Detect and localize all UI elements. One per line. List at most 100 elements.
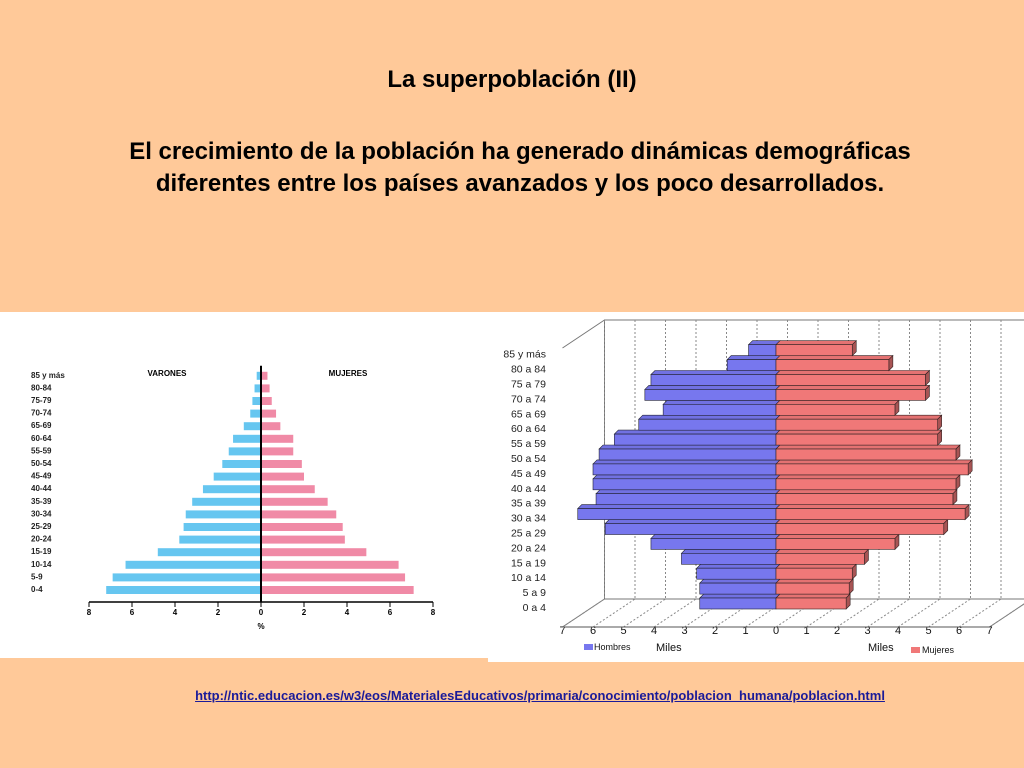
- floor-grid-right: [958, 598, 1002, 628]
- floor-edge-right: [989, 603, 1024, 628]
- x-axis-title-right-right: Miles: [868, 642, 894, 654]
- age-label-left: 5-9: [31, 572, 43, 581]
- female-bar-top-right: [775, 355, 894, 360]
- female-bar-top-right: [775, 340, 857, 346]
- female-bar-top-right: [775, 563, 857, 569]
- age-label-right: 5 a 9: [523, 587, 547, 599]
- floor-grid-right: [745, 598, 788, 628]
- female-bar-top-right: [775, 504, 970, 509]
- female-bar-left: [261, 384, 270, 393]
- male-bar-left: [213, 472, 261, 481]
- male-bar-top-right: [662, 400, 781, 405]
- age-label-left: 60-64: [31, 434, 52, 443]
- floor-grid-right: [714, 598, 758, 628]
- male-bar-left: [202, 485, 261, 494]
- female-bar-left: [261, 548, 367, 557]
- age-label-right: 55 a 59: [511, 438, 546, 450]
- female-bar-right: [775, 463, 969, 476]
- age-label-left: 35-39: [31, 497, 52, 506]
- floor-grid-right: [897, 598, 941, 628]
- floor-grid-right: [775, 598, 819, 628]
- female-bar-top-right: [775, 429, 943, 435]
- age-label-left: 15-19: [31, 547, 52, 556]
- female-bar-left: [261, 422, 281, 431]
- source-link-container: http://ntic.educacion.es/w3/eos/Material…: [0, 688, 1024, 703]
- male-bar-left: [228, 447, 261, 456]
- male-bar-right: [726, 359, 777, 371]
- age-label-right: 60 a 64: [511, 423, 546, 435]
- female-bar-right: [775, 493, 954, 505]
- female-bar-right: [775, 582, 850, 595]
- female-bar-right: [775, 597, 847, 610]
- male-bar-left: [256, 371, 261, 380]
- age-label-right: 45 a 49: [511, 468, 546, 480]
- male-bar-left: [125, 560, 261, 569]
- male-bar-right: [650, 374, 777, 386]
- male-bar-top-right: [598, 444, 781, 450]
- x-tick-label-right: 3: [864, 625, 870, 637]
- source-link[interactable]: http://ntic.educacion.es/w3/eos/Material…: [195, 688, 885, 703]
- male-bar-top-right: [577, 504, 781, 509]
- x-tick-label-right: 0: [773, 625, 779, 637]
- male-bar-top-right: [680, 549, 781, 554]
- x-tick-label-right: 1: [742, 625, 748, 637]
- female-bar-right: [775, 508, 966, 520]
- floor-grid-right: [562, 598, 605, 628]
- female-bar-left: [261, 586, 414, 594]
- male-bar-right: [681, 553, 777, 565]
- female-bar-top-right: [775, 549, 870, 554]
- x-tick-label-right: 1: [803, 625, 809, 637]
- male-bar-right: [592, 478, 777, 491]
- age-label-right: 65 a 69: [511, 408, 546, 420]
- male-bar-left: [157, 548, 261, 557]
- legend-varones: VARONES: [148, 369, 188, 378]
- x-tick-label-right: 4: [895, 625, 901, 637]
- male-bar-left: [254, 384, 261, 393]
- female-bar-top-right: [775, 385, 931, 390]
- male-bar-right: [614, 433, 777, 446]
- age-label-right: 50 a 54: [511, 453, 546, 465]
- x-tick-label-right: 2: [834, 625, 840, 637]
- legend-hombres: Hombres: [594, 642, 631, 652]
- female-bar-right: [775, 538, 896, 550]
- male-bar-right: [650, 538, 777, 550]
- left-chart-panel: 0-4 5-9 10-14 15-19 20-24 25-29 30-34 35-39 40-4…: [0, 312, 488, 658]
- slide-subtitle: El crecimiento de la población ha genera…: [129, 138, 911, 197]
- x-tick-label-left: 0: [259, 608, 264, 617]
- floor-grid-right: [806, 598, 849, 628]
- male-bar-top-right: [695, 563, 781, 569]
- x-tick-label-right: 5: [925, 625, 931, 637]
- male-bar-top-right: [650, 370, 781, 375]
- female-bar-right: [775, 448, 957, 461]
- male-bar-top-right: [604, 519, 781, 524]
- male-bar-right: [595, 493, 777, 505]
- female-bar-top-right: [775, 370, 931, 375]
- right-chart-panel: 7 6 5 4 3 2 1 0 1 2 3 4 5 6 7 0 a 4 5 a 9 10 a 14 15 a 19 2…: [488, 312, 1024, 662]
- female-bar-right: [775, 359, 890, 371]
- age-label-right: 25 a 29: [511, 528, 546, 540]
- female-bar-left: [261, 409, 277, 418]
- male-bar-top-right: [747, 340, 781, 346]
- x-tick-label-left: 6: [388, 608, 393, 617]
- female-bar-right: [775, 567, 853, 580]
- male-bar-left: [222, 460, 261, 468]
- female-bar-top-right: [775, 489, 958, 494]
- male-bar-right: [748, 344, 777, 357]
- male-bar-left: [192, 497, 261, 506]
- male-bar-top-right: [592, 459, 781, 465]
- x-tick-label-left: 2: [302, 608, 307, 617]
- age-label-right: 75 a 79: [511, 379, 546, 391]
- age-label-right: 20 a 24: [511, 542, 546, 554]
- female-bar-top-right: [775, 519, 949, 524]
- x-tick-label-right: 7: [986, 625, 992, 637]
- age-label-right: 10 a 14: [511, 572, 546, 584]
- age-label-right: 0 a 4: [523, 602, 547, 614]
- x-axis-title-left: %: [257, 622, 264, 631]
- x-tick-label-right: 4: [651, 625, 657, 637]
- x-tick-label-right: 2: [712, 625, 718, 637]
- female-bar-right: [775, 404, 896, 416]
- female-bar-left: [261, 460, 302, 468]
- x-tick-label-left: 8: [87, 608, 92, 617]
- female-bar-left: [261, 497, 328, 506]
- male-bar-right: [662, 404, 777, 416]
